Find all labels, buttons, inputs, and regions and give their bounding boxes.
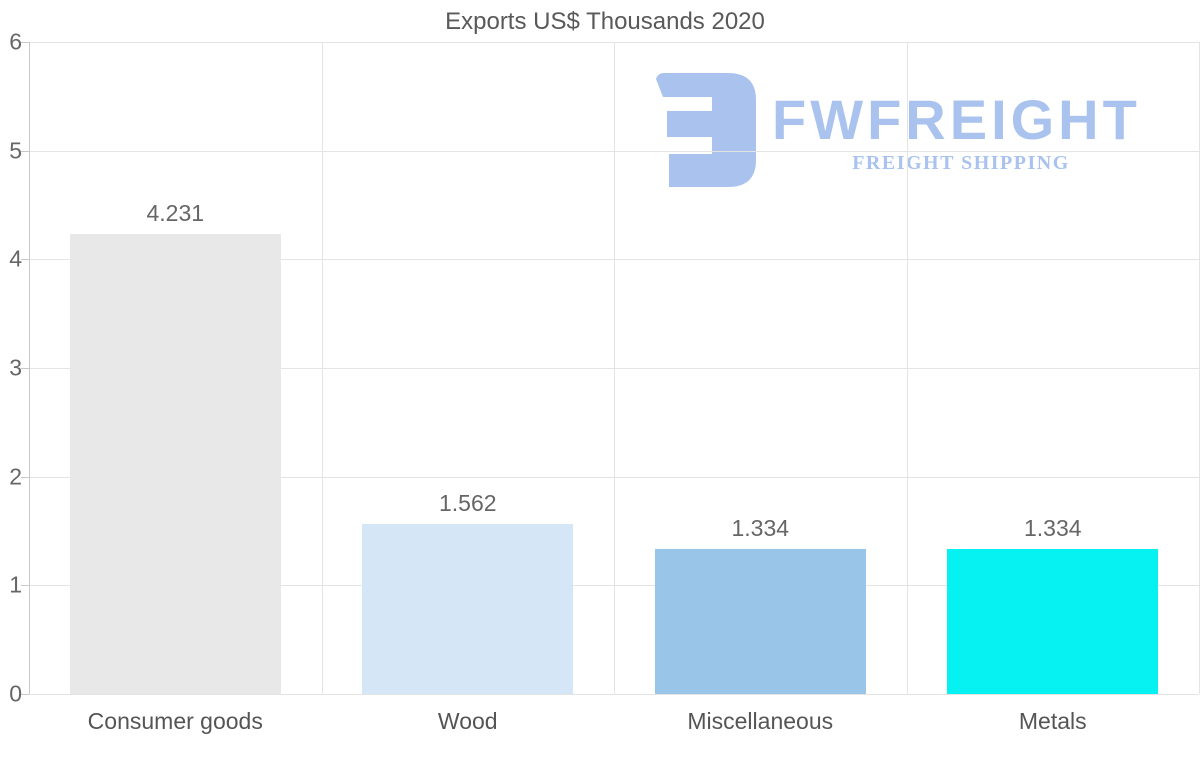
x-category-label: Wood <box>437 708 498 734</box>
y-tick-label: 2 <box>9 463 22 490</box>
brand-text-block: FWFREIGHT FREIGHT SHIPPING <box>772 72 1150 175</box>
y-axis-tick <box>21 585 29 587</box>
y-tick-label: 4 <box>9 245 22 272</box>
y-tick-label: 6 <box>9 28 22 55</box>
gridline-horizontal <box>29 694 1199 695</box>
brand-logo-icon <box>656 73 756 187</box>
bar-value-label: 4.231 <box>146 200 205 227</box>
bar <box>947 549 1159 694</box>
y-axis-tick <box>21 476 29 478</box>
bar <box>654 549 866 694</box>
y-axis-tick <box>21 368 29 369</box>
chart-title: Exports US$ Thousands 2020 <box>445 8 765 35</box>
brand-name: FWFREIGHT <box>772 88 1141 151</box>
y-axis-line <box>29 42 30 694</box>
x-category-label: Metals <box>1018 708 1087 734</box>
bar <box>69 234 281 694</box>
y-tick-label: 0 <box>9 680 22 707</box>
logo-glyph <box>656 73 756 187</box>
bar-value-label: 1.334 <box>1023 515 1082 542</box>
y-tick-label: 3 <box>9 354 22 381</box>
brand-tagline: FREIGHT SHIPPING <box>852 152 1070 174</box>
x-category-label: Miscellaneous <box>687 708 834 734</box>
gridline-vertical <box>614 42 615 694</box>
y-axis-tick <box>21 259 29 261</box>
y-tick-label: 5 <box>9 137 22 164</box>
y-tick-label: 1 <box>9 571 22 598</box>
gridline-vertical <box>906 42 908 694</box>
bar-value-label: 1.562 <box>438 490 497 517</box>
bar <box>362 524 574 694</box>
y-axis-tick <box>21 694 29 695</box>
y-axis-tick <box>21 42 29 43</box>
gridline-vertical <box>321 42 323 694</box>
x-category-label: Consumer goods <box>87 708 263 734</box>
y-axis-tick <box>21 150 29 152</box>
bar-value-label: 1.334 <box>731 515 790 542</box>
